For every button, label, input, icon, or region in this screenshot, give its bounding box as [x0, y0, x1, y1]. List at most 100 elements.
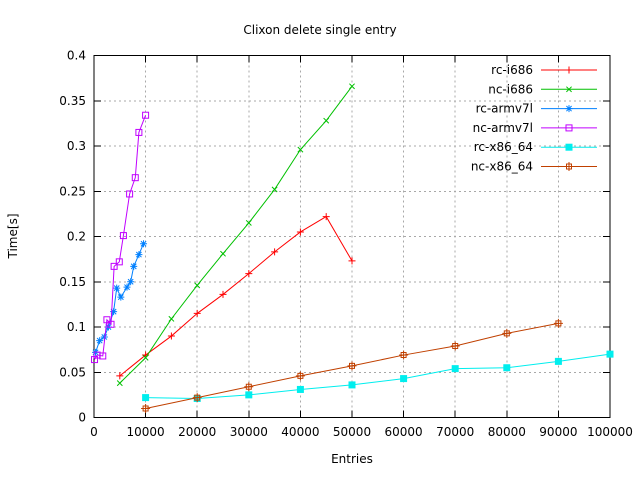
marker-boxplus: [399, 350, 409, 360]
y-tick-label: 0.1: [67, 320, 86, 334]
marker-square: [99, 352, 107, 360]
marker-plus: [219, 290, 227, 298]
legend-item-rc-x86_64: rc-x86_64: [474, 140, 597, 154]
series-line: [119, 215, 353, 377]
marker-plus: [296, 228, 304, 236]
marker-boxplus: [553, 318, 563, 328]
x-tick-label: 0: [90, 425, 98, 439]
marker-asterisk: [127, 278, 135, 286]
x-axis-label: Entries: [331, 452, 373, 466]
x-tick-label: 20000: [178, 425, 216, 439]
marker-plus: [348, 257, 356, 265]
marker-square-filled: [565, 143, 573, 151]
marker-cross: [220, 250, 226, 257]
marker-square-filled: [606, 350, 614, 358]
marker-asterisk: [130, 262, 138, 270]
y-tick-label: 0.4: [67, 49, 86, 63]
y-tick-label: 0.25: [59, 184, 86, 198]
marker-cross: [349, 83, 355, 90]
legend-label: nc-x86_64: [471, 160, 533, 174]
y-tick-label: 0.15: [59, 275, 86, 289]
marker-square: [565, 124, 573, 132]
marker-asterisk: [96, 337, 104, 345]
y-tick-label: 0.35: [59, 94, 86, 108]
marker-plus: [116, 372, 124, 380]
marker-square-filled: [348, 381, 356, 389]
marker-cross: [168, 315, 175, 322]
series-nc-x86_64: [141, 318, 563, 413]
marker-square-filled: [400, 375, 408, 383]
marker-asterisk: [113, 284, 121, 292]
marker-square: [119, 232, 127, 240]
marker-plus: [245, 270, 253, 278]
marker-plus: [322, 213, 330, 221]
marker-square-filled: [451, 365, 459, 373]
legend-label: nc-armv7l: [473, 121, 533, 135]
marker-asterisk: [117, 293, 125, 301]
x-tick-label: 30000: [230, 425, 268, 439]
marker-plus: [565, 66, 573, 74]
marker-plus: [271, 248, 279, 256]
marker-boxplus: [564, 162, 574, 171]
marker-square: [131, 174, 139, 182]
x-tick-label: 80000: [488, 425, 526, 439]
marker-square-filled: [245, 391, 253, 399]
marker-cross: [116, 380, 123, 387]
series-line: [119, 85, 353, 384]
plot-area: 0 10000 20000 30000 40000 50000 60000 70000 8000…: [59, 49, 633, 440]
legend-item-nc-armv7l: nc-armv7l: [473, 121, 597, 135]
series-rc-i686: [116, 213, 356, 380]
marker-cross: [271, 186, 278, 193]
marker-cross: [194, 282, 201, 289]
legend-item-rc-armv7l: rc-armv7l: [476, 102, 597, 116]
y-tick-label: 0: [78, 411, 86, 425]
legend-label: rc-i686: [491, 63, 533, 77]
marker-boxplus: [450, 341, 460, 351]
marker-boxplus: [347, 361, 357, 371]
marker-cross: [245, 219, 252, 226]
marker-square: [135, 128, 143, 136]
marker-plus: [193, 309, 201, 317]
x-tick-label: 40000: [281, 425, 319, 439]
legend-item-rc-i686: rc-i686: [491, 63, 597, 77]
marker-boxplus: [141, 403, 151, 413]
marker-asterisk: [110, 308, 118, 316]
marker-boxplus: [295, 371, 305, 381]
marker-square: [142, 111, 150, 119]
marker-boxplus: [192, 393, 202, 403]
marker-square-filled: [296, 385, 304, 393]
marker-asterisk: [565, 105, 573, 113]
legend-item-nc-x86_64: nc-x86_64: [471, 160, 597, 174]
x-tick-label: 60000: [385, 425, 423, 439]
x-tick-label: 50000: [333, 425, 371, 439]
y-tick-label: 0.05: [59, 365, 86, 379]
marker-square-filled: [503, 364, 511, 372]
y-axis-label: Time[s]: [6, 214, 20, 260]
marker-square-filled: [554, 357, 562, 365]
series-nc-armv7l: [91, 111, 150, 364]
marker-square: [115, 258, 123, 266]
x-tick-label: 100000: [587, 425, 633, 439]
y-tick-label: 0.2: [67, 230, 86, 244]
marker-asterisk: [140, 240, 148, 248]
marker-square-filled: [142, 394, 150, 402]
series-line: [145, 353, 611, 399]
marker-asterisk: [135, 251, 143, 259]
legend-label: nc-i686: [488, 82, 533, 96]
y-tick-label: 0.3: [67, 139, 86, 153]
chart-title: Clixon delete single entry: [243, 23, 396, 37]
marker-asterisk: [100, 333, 108, 341]
series-nc-i686: [116, 83, 355, 387]
marker-cross: [297, 146, 304, 153]
marker-cross: [566, 86, 572, 93]
x-tick-label: 90000: [539, 425, 577, 439]
legend-item-nc-i686: nc-i686: [488, 82, 597, 96]
legend-label: rc-armv7l: [476, 102, 533, 116]
legend-label: rc-x86_64: [474, 140, 533, 154]
marker-asterisk: [123, 283, 131, 291]
marker-plus: [167, 332, 175, 340]
marker-square: [107, 320, 115, 328]
plot-border: [93, 55, 611, 418]
